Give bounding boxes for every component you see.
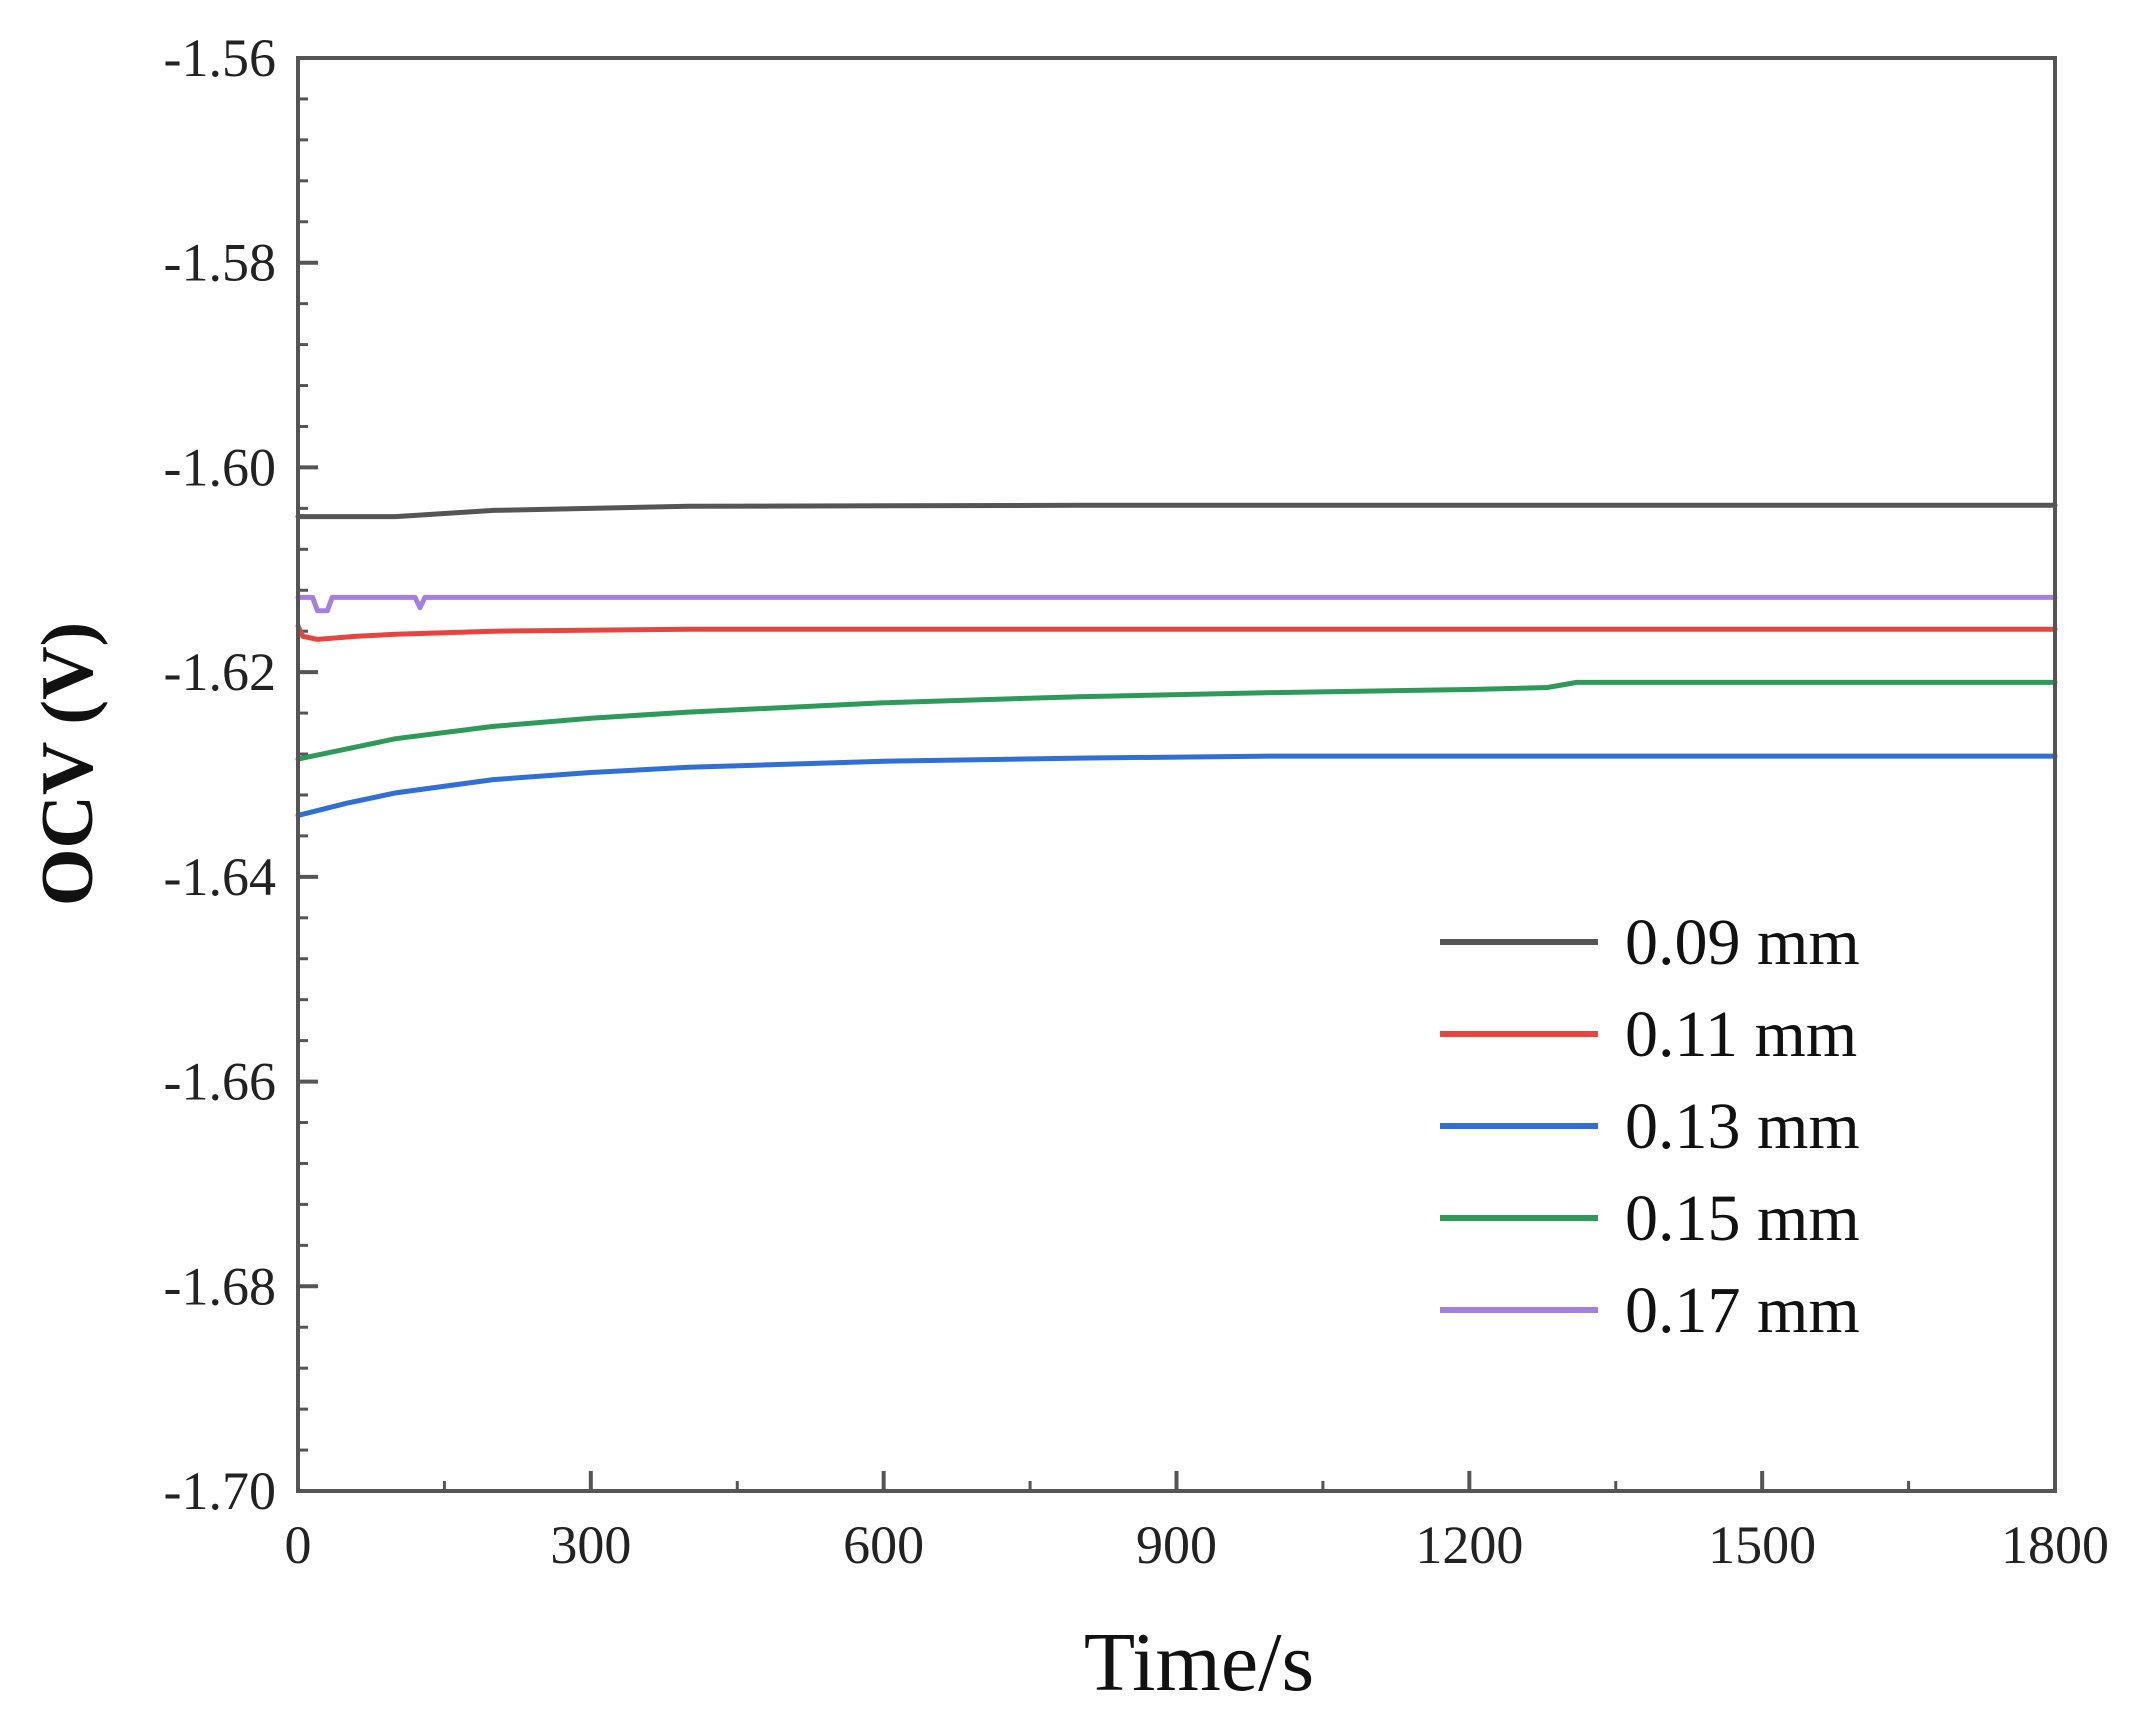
- y-tick-label: -1.58: [164, 233, 276, 293]
- series-line-0-09-mm: [295, 502, 2058, 520]
- y-tick-label: -1.62: [164, 642, 276, 702]
- legend-label: 0.09 mm: [1625, 906, 1860, 979]
- series-line-0-15-mm: [295, 679, 2058, 762]
- legend-label: 0.13 mm: [1625, 1090, 1860, 1163]
- series-line-0-13-mm: [295, 753, 2058, 818]
- x-tick-label: 1800: [2001, 1515, 2109, 1575]
- y-axis-title: OCV (V): [27, 622, 109, 906]
- x-tick-label: 900: [1136, 1515, 1217, 1575]
- series-line-0-11-mm: [295, 623, 2058, 642]
- x-tick-label: 1200: [1415, 1515, 1523, 1575]
- legend: 0.09 mm 0.11 mm 0.13 mm 0.15 mm 0.17 mm: [1440, 906, 1860, 1347]
- series-lines: [295, 502, 2058, 818]
- y-tick-label: -1.68: [164, 1256, 276, 1316]
- y-tick-label: -1.70: [164, 1461, 276, 1521]
- y-tick-label: -1.60: [164, 437, 276, 497]
- y-tick-label: -1.64: [164, 847, 276, 907]
- x-tick-label: 1500: [1708, 1515, 1816, 1575]
- series-line-0-17-mm: [295, 594, 2058, 614]
- x-axis-title: Time/s: [1084, 1616, 1314, 1709]
- y-tick-label: -1.66: [164, 1052, 276, 1112]
- x-tick-label: 0: [285, 1515, 312, 1575]
- plot-frame: [296, 56, 2057, 1493]
- y-tick-label: -1.56: [164, 28, 276, 88]
- x-tick-label: 600: [843, 1515, 924, 1575]
- legend-label: 0.15 mm: [1625, 1182, 1860, 1255]
- tick-labels: -1.56 -1.58 -1.60 -1.62 -1.64 -1.66 -1.68 -1.70…: [164, 28, 2109, 1575]
- legend-label: 0.11 mm: [1625, 998, 1857, 1071]
- legend-label: 0.17 mm: [1625, 1274, 1860, 1347]
- x-tick-label: 300: [550, 1515, 631, 1575]
